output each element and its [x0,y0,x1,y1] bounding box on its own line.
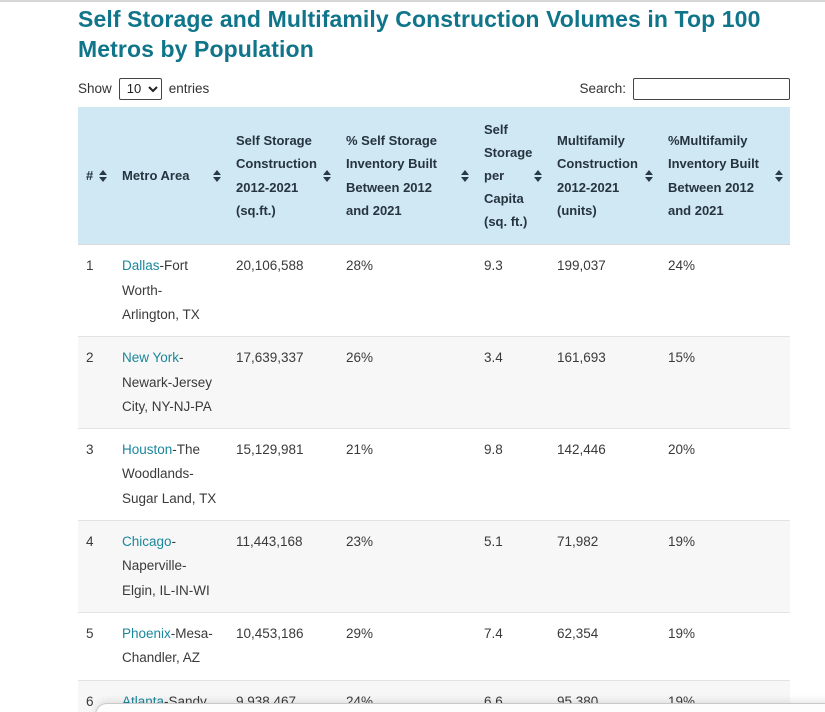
ss-construction-cell: 11,443,168 [236,534,303,550]
table-row: 5 Phoenix-Mesa-Chandler, AZ 10,453,186 2… [78,612,790,680]
search-control: Search: [579,77,790,100]
mf-construction-cell: 199,037 [557,258,606,274]
table-row: 1 Dallas-Fort Worth-Arlington, TX 20,106… [78,244,790,337]
entries-select[interactable]: 10 [118,77,162,100]
column-header-label: Metro Area [122,167,190,183]
metro-rest: -Fort Worth-Arlington, TX [122,258,200,322]
mf-inventory-pct-cell: 19% [668,625,696,641]
rank-cell: 1 [86,258,94,274]
ss-per-capita-cell: 5.1 [484,534,503,550]
ss-per-capita-cell: 9.3 [484,258,503,274]
search-input[interactable] [633,77,790,100]
metro-link[interactable]: Phoenix [122,625,171,641]
metros-table: # Metro Area Self Storage Construction 2… [78,106,790,712]
mf-inventory-pct-cell: 19% [668,534,696,550]
entries-label: entries [168,81,210,97]
ss-inventory-pct-cell: 21% [346,442,374,458]
rank-cell: 6 [86,693,94,709]
column-header-label: # [86,167,94,183]
metro-area-cell: Phoenix-Mesa-Chandler, AZ [114,612,228,680]
table-header: # Metro Area Self Storage Construction 2… [78,106,790,246]
metro-area-cell: Dallas-Fort Worth-Arlington, TX [114,245,228,337]
metro-rest: -The Woodlands-Sugar Land, TX [122,442,217,506]
entries-length-control: Show 10 entries [78,77,210,100]
main-content: Self Storage and Multifamily Constructio… [78,2,790,712]
column-header-label: %Multifamily Inventory Built Between 201… [668,133,760,218]
rank-cell: 2 [86,350,94,366]
sort-icon [213,169,221,182]
column-header-label: Self Storage Construction 2012-2021 (sq.… [236,133,317,218]
search-label: Search: [579,81,626,97]
mf-inventory-pct-cell: 24% [668,258,696,274]
ss-per-capita-cell: 3.4 [484,350,503,366]
ss-inventory-pct-cell: 29% [346,625,374,641]
column-header-label: % Self Storage Inventory Built Between 2… [346,133,438,218]
rank-cell: 3 [86,442,94,458]
metro-link[interactable]: Dallas [122,258,160,274]
top-divider [0,0,825,2]
mf-inventory-pct-cell: 15% [668,350,696,366]
mf-inventory-pct-cell: 20% [668,442,696,458]
page-title: Self Storage and Multifamily Constructio… [78,6,761,63]
sort-icon [99,169,107,182]
metro-link[interactable]: Chicago [122,534,172,550]
column-header-mf-construction[interactable]: Multifamily Construction 2012-2021 (unit… [549,106,660,246]
ss-construction-cell: 15,129,981 [236,442,304,458]
column-header-label: Self Storage per Capita (sq. ft.) [484,121,533,230]
metro-area-cell: Houston-The Woodlands-Sugar Land, TX [114,429,228,521]
metro-rest: -Newark-Jersey City, NY-NJ-PA [122,350,213,414]
column-header-ss-inventory-pct[interactable]: % Self Storage Inventory Built Between 2… [338,106,476,246]
metro-link[interactable]: Houston [122,442,173,458]
ss-inventory-pct-cell: 28% [346,258,374,274]
ss-per-capita-cell: 9.8 [484,442,503,458]
bottom-banner [95,703,825,712]
sort-icon [534,169,542,182]
rank-cell: 4 [86,534,94,550]
mf-construction-cell: 142,446 [557,442,606,458]
metro-area-cell: New York-Newark-Jersey City, NY-NJ-PA [114,337,228,429]
rank-cell: 5 [86,625,94,641]
ss-per-capita-cell: 7.4 [484,625,503,641]
metro-area-cell: Chicago-Naperville-Elgin, IL-IN-WI [114,521,228,613]
metro-rest: -Naperville-Elgin, IL-IN-WI [122,534,210,598]
mf-construction-cell: 71,982 [557,534,599,550]
ss-construction-cell: 20,106,588 [236,258,304,274]
column-header-metro-area[interactable]: Metro Area [114,106,228,246]
ss-inventory-pct-cell: 23% [346,534,374,550]
table-row: 2 New York-Newark-Jersey City, NY-NJ-PA … [78,336,790,429]
column-header-rank[interactable]: # [78,106,114,246]
column-header-ss-construction[interactable]: Self Storage Construction 2012-2021 (sq.… [228,106,338,246]
ss-construction-cell: 10,453,186 [236,625,304,641]
column-header-label: Multifamily Construction 2012-2021 (unit… [557,133,638,218]
table-body: 1 Dallas-Fort Worth-Arlington, TX 20,106… [78,244,790,712]
table-row: 4 Chicago-Naperville-Elgin, IL-IN-WI 11,… [78,520,790,613]
table-row: 3 Houston-The Woodlands-Sugar Land, TX 1… [78,428,790,521]
sort-icon [461,169,469,182]
sort-icon [775,169,783,182]
ss-inventory-pct-cell: 26% [346,350,374,366]
column-header-ss-per-capita[interactable]: Self Storage per Capita (sq. ft.) [476,106,549,246]
table-controls: Show 10 entries Search: [78,77,790,100]
metro-rest: -Mesa-Chandler, AZ [122,625,213,666]
show-label: Show [78,81,112,97]
sort-icon [323,169,331,182]
metro-link[interactable]: New York [122,350,180,366]
ss-construction-cell: 17,639,337 [236,350,304,366]
mf-construction-cell: 161,693 [557,350,606,366]
column-header-mf-inventory-pct[interactable]: %Multifamily Inventory Built Between 201… [660,106,790,246]
sort-icon [645,169,653,182]
mf-construction-cell: 62,354 [557,625,599,641]
